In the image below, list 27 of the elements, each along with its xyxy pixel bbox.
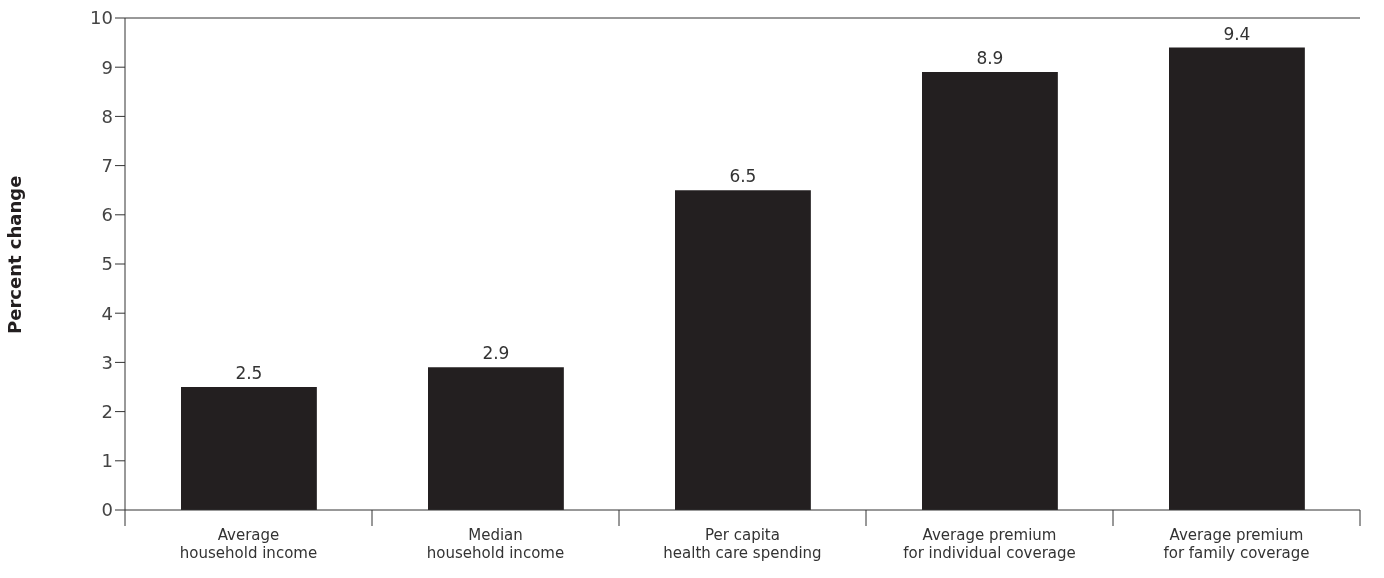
bar xyxy=(675,190,811,510)
x-tick-label: Median household income xyxy=(426,526,565,562)
x-tick-label: Per capita health care spending xyxy=(663,526,822,562)
y-tick-label: 10 xyxy=(90,7,113,29)
y-tick-label: 8 xyxy=(101,105,113,127)
y-tick-label: 9 xyxy=(101,56,113,78)
data-label: 8.9 xyxy=(976,48,1004,69)
y-tick-label: 5 xyxy=(101,253,113,275)
bar xyxy=(428,367,564,510)
x-tick-label: Average premium for individual coverage xyxy=(903,526,1076,562)
y-tick-label: 2 xyxy=(101,400,113,422)
y-axis-title: Percent change xyxy=(4,175,26,334)
y-tick-label: 1 xyxy=(101,450,113,472)
data-label: 2.9 xyxy=(482,343,510,364)
data-label: 9.4 xyxy=(1223,23,1251,44)
y-tick-label: 7 xyxy=(101,154,113,176)
y-tick-label: 4 xyxy=(101,302,113,324)
y-tick-label: 6 xyxy=(101,204,113,226)
bar xyxy=(922,72,1058,510)
data-label: 6.5 xyxy=(729,166,757,187)
x-tick-label: Average household income xyxy=(179,526,318,562)
y-tick-label: 0 xyxy=(101,499,113,521)
bar xyxy=(1169,47,1305,510)
bar xyxy=(181,387,317,510)
x-tick-label: Average premium for family coverage xyxy=(1163,526,1310,562)
y-tick-label: 3 xyxy=(101,351,113,373)
data-label: 2.5 xyxy=(235,363,263,383)
